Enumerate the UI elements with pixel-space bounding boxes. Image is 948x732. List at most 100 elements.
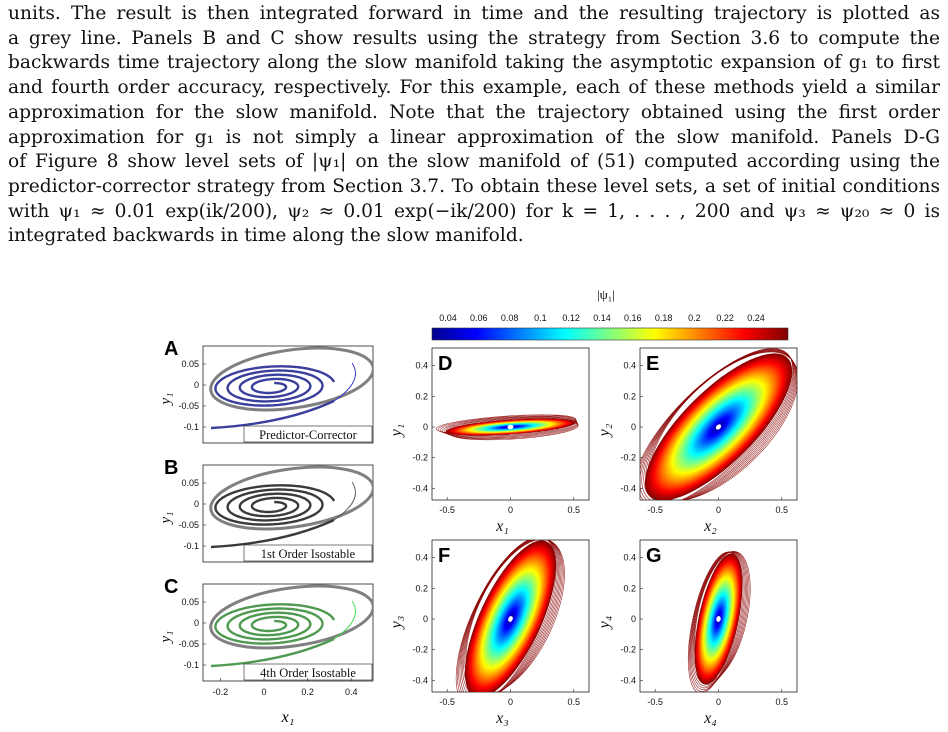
x-tick-label: 0 xyxy=(508,505,513,515)
y-axis-label: y₃ xyxy=(388,616,405,631)
backward-trajectory xyxy=(210,518,335,549)
y-tick-label: 0 xyxy=(194,618,199,628)
colorbar-tick-label: 0.2 xyxy=(688,313,701,323)
center-point xyxy=(716,616,721,622)
text-line: predictor-corrector strategy from Sectio… xyxy=(8,175,940,197)
x-tick-label: 0.4 xyxy=(345,687,358,697)
trajectory xyxy=(209,584,373,668)
x-tick-label: -0.5 xyxy=(439,505,455,515)
panel-d: D 0.4 0.2 0 -0.2 -0.4 -0.5 0 0.5 x₁ y₁ xyxy=(388,347,590,535)
panel-caption: 1st Order Isostable xyxy=(261,547,356,561)
caption-box xyxy=(243,425,373,443)
y-tick-label: 0.05 xyxy=(181,478,199,488)
level-sets xyxy=(455,540,565,692)
y-tick-label: -0.2 xyxy=(620,645,636,655)
panel-b: B0.05 0 -0.05 -0.1 y₁ 1st Order Isostable xyxy=(158,457,374,563)
text-line: with ψ₁ ≈ 0.01 exp(ik/200), ψ₂ ≈ 0.01 ex… xyxy=(8,200,940,222)
thin-trajectory xyxy=(333,362,356,402)
text-line: a grey line. Panels B and C show results… xyxy=(8,27,940,49)
slow-manifold-spiral xyxy=(214,603,336,645)
x-tick-label: -0.5 xyxy=(439,697,455,707)
y-tick-label: 0.05 xyxy=(181,359,199,369)
x-tick-label: -0.5 xyxy=(647,505,663,515)
panel-f: F 0.4 0.2 0 -0.2 -0.4 -0.5 0 0.5 x₃ y₃ xyxy=(388,539,590,727)
y-axis-label: y₁ xyxy=(388,424,405,439)
body-paragraph: units. The result is then integrated for… xyxy=(8,2,940,249)
y-axis-label: y₁ xyxy=(158,631,174,645)
colorbar-tick-label: 0.16 xyxy=(624,313,642,323)
colorbar-tick-label: 0.08 xyxy=(501,313,519,323)
panel-e: E 0.4 0.2 0 -0.2 -0.4 -0.5 0 0.5 x₂ y₂ xyxy=(596,347,798,535)
x-tick-label: 0 xyxy=(508,697,513,707)
y-tick-label: 0 xyxy=(194,380,199,390)
panel-letter: E xyxy=(646,353,659,375)
panel-letter: C xyxy=(164,576,178,598)
panel-letter: D xyxy=(438,353,452,375)
level-sets xyxy=(687,551,751,692)
trajectory xyxy=(209,346,373,430)
slow-manifold-spiral xyxy=(214,365,336,407)
x-tick-label: 0.5 xyxy=(568,697,581,707)
y-tick-label: -0.4 xyxy=(620,483,636,493)
y-tick-label: 0 xyxy=(423,614,428,624)
caption-box xyxy=(243,544,373,562)
x-tick-label: 0.2 xyxy=(301,687,314,697)
y-tick-label: -0.4 xyxy=(412,675,428,685)
y-tick-label: -0.1 xyxy=(183,541,199,551)
colorbar-tick-label: 0.14 xyxy=(593,313,611,323)
level-sets xyxy=(435,414,579,441)
y-tick-label: -0.1 xyxy=(183,422,199,432)
text-line: integrated backwards in time along the s… xyxy=(8,225,524,247)
x-axis-label: x₁ xyxy=(495,518,509,535)
thin-trajectory xyxy=(333,481,356,521)
left-panel-group: A0.050-0.05-0.1y₁Predictor-CorrectorB0.0… xyxy=(158,338,374,697)
panel-caption: 4th Order Isostable xyxy=(260,666,356,680)
y-tick-label: -0.05 xyxy=(178,639,199,649)
panel-letter: B xyxy=(164,457,178,479)
panel-g: G 0.4 0.2 0 -0.2 -0.4 -0.5 0 0.5 x₄ y₄ xyxy=(596,539,798,727)
left-x-axis-label: x₁ xyxy=(281,709,295,726)
panel-letter: G xyxy=(646,545,662,567)
center-point xyxy=(507,424,514,430)
colorbar-bar xyxy=(431,327,789,341)
x-axis-label: x₄ xyxy=(703,710,717,727)
caption-box xyxy=(243,663,373,681)
grey-trajectory xyxy=(209,584,373,650)
text-line: and fourth order accuracy, respectively.… xyxy=(8,77,940,99)
colorbar-tick-label: 0.12 xyxy=(562,313,580,323)
text-line: units. The result is then integrated for… xyxy=(8,3,940,24)
y-axis-label: y₁ xyxy=(158,393,174,407)
colorbar-tick-label: 0.06 xyxy=(470,313,488,323)
right-panel-group: D 0.4 0.2 0 -0.2 -0.4 -0.5 0 0.5 x₁ y₁ E 0.4 0.2 0 -0.2… xyxy=(388,347,798,727)
y-tick-label: -0.2 xyxy=(412,453,428,463)
grey-trajectory xyxy=(209,346,373,412)
colorbar-tick-label: 0.24 xyxy=(747,313,765,323)
panel-caption: Predictor-Corrector xyxy=(259,428,357,442)
panel-letter: A xyxy=(164,338,178,360)
x-tick-label: 0 xyxy=(716,505,721,515)
y-tick-label: -0.4 xyxy=(412,483,428,493)
y-axis-label: y₄ xyxy=(596,616,613,631)
y-axis-label: y₂ xyxy=(596,423,613,438)
x-tick-label: -0.2 xyxy=(213,687,229,697)
y-tick-label: 0.4 xyxy=(415,361,428,371)
panel-c: C0.05 0 -0.05 -0.1 y₁ 4th Order Isostable xyxy=(158,576,374,682)
text-line: backwards time trajectory along the slow… xyxy=(8,52,940,74)
x-tick-label: 0 xyxy=(716,697,721,707)
colorbar-tick-label: 0.1 xyxy=(534,313,547,323)
y-tick-label: 0.2 xyxy=(623,391,636,401)
level-sets xyxy=(640,348,797,500)
y-tick-label: 0 xyxy=(631,422,636,432)
y-tick-label: -0.05 xyxy=(178,520,199,530)
thin-trajectory xyxy=(333,600,356,640)
center-point xyxy=(508,616,513,622)
grey-trajectory xyxy=(209,465,373,531)
y-tick-label: -0.2 xyxy=(412,645,428,655)
y-tick-label: 0.4 xyxy=(415,553,428,563)
center-point xyxy=(715,424,722,430)
backward-trajectory xyxy=(210,399,335,430)
y-tick-label: 0.4 xyxy=(623,553,636,563)
x-tick-label: 0.5 xyxy=(568,505,581,515)
panel-letter: F xyxy=(438,545,450,567)
